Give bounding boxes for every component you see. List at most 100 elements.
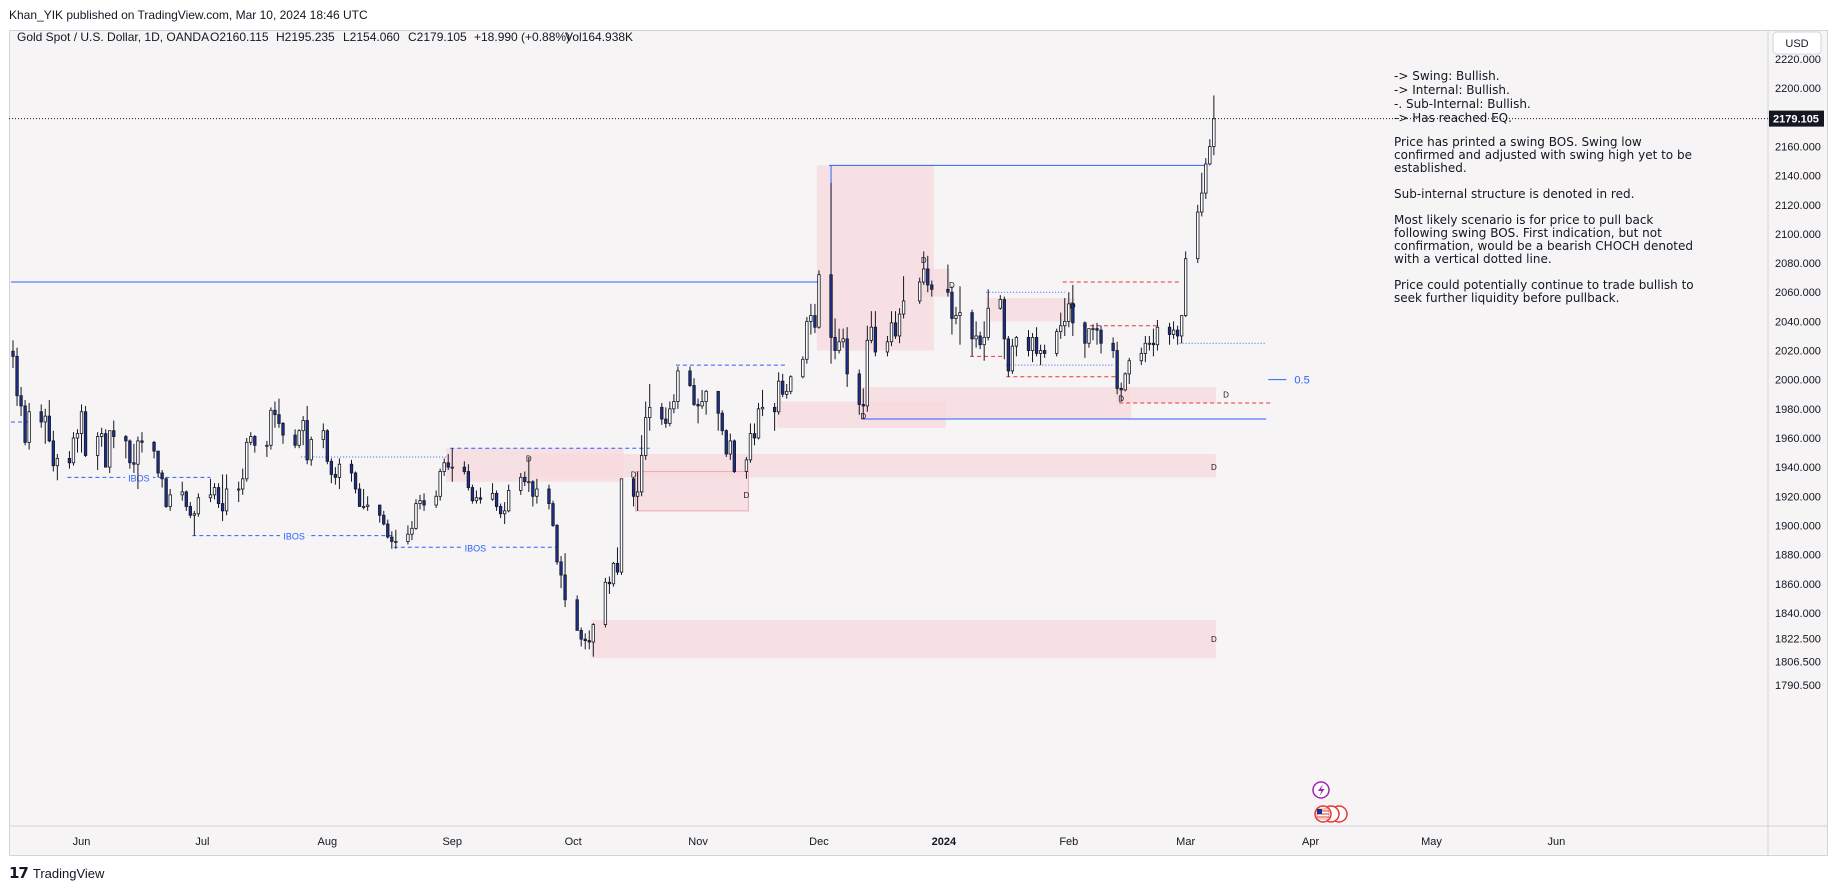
analysis-note[interactable]: -> Swing: Bullish.-> Internal: Bullish.-… <box>1394 69 1694 305</box>
candle-up <box>55 457 59 467</box>
candle-up <box>1055 331 1059 354</box>
candle-up <box>1147 342 1152 345</box>
candle-down <box>926 268 930 286</box>
candle-down <box>551 503 555 526</box>
candle-down <box>531 481 535 497</box>
candle-down <box>333 474 338 478</box>
time-tick-label: Dec <box>809 836 829 848</box>
candle-up <box>591 624 595 643</box>
candle-down <box>382 514 386 525</box>
candle-down <box>1151 342 1156 346</box>
candle-up <box>1091 328 1095 331</box>
candle-down <box>781 380 785 395</box>
candle-down <box>1006 338 1011 372</box>
price-tick-label: 1900.000 <box>1775 520 1821 532</box>
candle-up <box>301 420 305 432</box>
candle-down <box>732 440 736 472</box>
candle-down <box>752 433 757 439</box>
candle-down <box>1034 337 1039 354</box>
candle-up <box>438 471 442 497</box>
price-tick-label: 2040.000 <box>1775 316 1821 328</box>
price-tick-label: 2120.000 <box>1775 200 1821 212</box>
note-line: Price could potentially continue to trad… <box>1394 278 1694 292</box>
price-tick-label: 1860.000 <box>1775 579 1821 591</box>
note-line: confirmation, would be a bearish CHOCH d… <box>1394 239 1693 253</box>
candle-up <box>744 459 749 472</box>
candle-down <box>422 500 426 506</box>
candle-down <box>357 488 362 507</box>
demand-zones <box>446 165 1216 659</box>
candle-up <box>27 411 31 443</box>
candle-down <box>583 638 587 642</box>
time-tick-label: Apr <box>1302 836 1319 848</box>
demand-zone <box>1115 386 1216 404</box>
candle-down <box>1175 329 1180 337</box>
time-tick-label: Mar <box>1176 836 1195 848</box>
candle-down <box>1026 337 1031 351</box>
candle-up <box>756 408 761 439</box>
candle-down <box>216 487 221 504</box>
candle-up <box>406 533 410 542</box>
candle-down <box>1099 329 1103 344</box>
event-icons[interactable] <box>1312 781 1348 823</box>
candle-up <box>644 417 648 456</box>
candle-down <box>1115 350 1119 389</box>
price-tick-label: 2020.000 <box>1775 346 1821 358</box>
candle-down <box>772 406 777 413</box>
candle-up <box>998 299 1002 309</box>
candle-up <box>1200 192 1204 213</box>
time-axis[interactable]: Jun Jul Aug Sep Oct Nov Dec 2024 Feb Mar Apr May Jun <box>73 836 1566 848</box>
candle-up <box>527 481 531 484</box>
last-price-tag: 2179.105 <box>1769 110 1824 127</box>
candle-down <box>555 525 559 563</box>
candle-down <box>466 471 471 488</box>
candle-up <box>297 430 301 446</box>
candle-up <box>869 326 873 341</box>
candle-up <box>1059 325 1063 332</box>
candle-up <box>728 440 732 455</box>
candle-up <box>43 415 47 423</box>
candle-down <box>873 326 878 353</box>
symbol-name[interactable]: Gold Spot / U.S. Dollar, 1D, OANDA <box>17 30 209 44</box>
candle-up <box>704 390 708 402</box>
candle-up <box>519 476 523 491</box>
candle-up <box>71 437 76 464</box>
candle-down <box>329 460 334 475</box>
candle-up <box>700 401 704 407</box>
candle-down <box>696 404 700 407</box>
candle-up <box>1087 328 1091 344</box>
price-tick-label: 1960.000 <box>1775 433 1821 445</box>
candle-up <box>676 370 680 402</box>
candle-up <box>337 463 342 478</box>
zone-label: D <box>921 256 927 265</box>
ohlc-close: C2179.105 <box>408 30 467 44</box>
candle-down <box>277 414 281 424</box>
candle-up <box>837 341 841 351</box>
chart-svg[interactable]: 0.5 IBOS IBOS IBOS D D D D D D D D D D D 2220.000 2200… <box>9 30 1828 856</box>
lightning-icon[interactable] <box>1312 781 1330 799</box>
us-flag-icon[interactable] <box>1314 805 1348 823</box>
candle-up <box>410 527 414 535</box>
candle-up <box>321 430 325 440</box>
candle-down <box>478 497 483 500</box>
candle-up <box>885 341 890 353</box>
candle-up <box>611 562 616 585</box>
currency-button[interactable]: USD <box>1772 31 1822 55</box>
candle-up <box>897 313 902 337</box>
candle-down <box>664 418 668 424</box>
candle-up <box>365 504 370 507</box>
candle-up <box>1196 211 1200 260</box>
ohlc-volume: Vol164.938K <box>565 30 633 44</box>
candle-down <box>829 274 833 338</box>
candle-down <box>349 463 354 474</box>
candle-up <box>490 492 495 500</box>
tradingview-logo[interactable]: 17 TradingView <box>9 864 104 882</box>
candle-up <box>619 478 624 573</box>
chart-area[interactable]: 0.5 IBOS IBOS IBOS D D D D D D D D D D D 2220.000 2200… <box>9 30 1828 856</box>
candle-up <box>805 320 809 360</box>
candle-up <box>418 500 422 504</box>
price-tick-label: 1940.000 <box>1775 462 1821 474</box>
symbol-header: Gold Spot / U.S. Dollar, 1D, OANDA O2160… <box>17 30 633 44</box>
candle-up <box>450 466 454 469</box>
candle-down <box>587 640 591 643</box>
